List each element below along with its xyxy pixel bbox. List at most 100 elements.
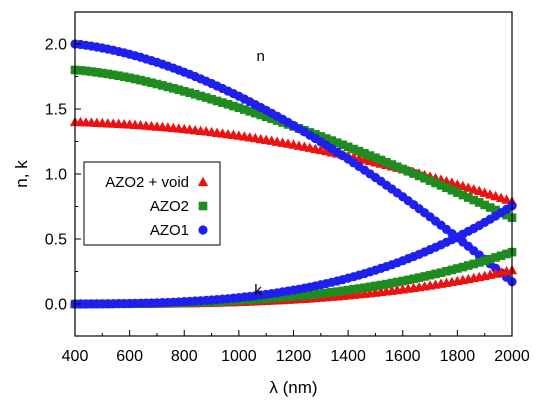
y-tick-label: 0.5 bbox=[45, 232, 67, 249]
data-point bbox=[218, 98, 227, 107]
data-point bbox=[371, 281, 380, 291]
data-point bbox=[327, 288, 337, 297]
data-point bbox=[267, 293, 276, 303]
data-point bbox=[436, 268, 446, 277]
data-point bbox=[458, 262, 468, 272]
data-point bbox=[485, 203, 495, 212]
data-point bbox=[485, 254, 495, 264]
data-point bbox=[76, 66, 85, 75]
data-point bbox=[398, 164, 408, 174]
data-point bbox=[332, 138, 342, 147]
annotations: nk bbox=[254, 48, 265, 299]
data-point bbox=[245, 107, 255, 116]
annotation-n: n bbox=[257, 48, 265, 65]
data-point bbox=[152, 79, 162, 89]
data-point bbox=[240, 105, 249, 114]
x-tick-label: 1600 bbox=[385, 348, 421, 365]
annotation-k: k bbox=[254, 282, 262, 299]
data-point bbox=[283, 292, 293, 302]
data-point bbox=[261, 112, 271, 122]
data-point bbox=[272, 293, 282, 303]
data-point bbox=[414, 171, 424, 181]
data-point bbox=[360, 149, 369, 158]
data-point bbox=[453, 188, 462, 197]
y-tick-label: 2.0 bbox=[45, 37, 67, 54]
data-point bbox=[365, 151, 375, 160]
data-point bbox=[234, 103, 244, 112]
legend-marker bbox=[198, 201, 208, 211]
data-point bbox=[125, 73, 134, 83]
data-point bbox=[169, 84, 178, 93]
data-point bbox=[354, 284, 364, 293]
data-point bbox=[311, 289, 320, 299]
data-point bbox=[321, 288, 331, 298]
data-point bbox=[409, 169, 418, 178]
data-point bbox=[453, 264, 462, 273]
data-point bbox=[469, 259, 479, 269]
data-point bbox=[480, 256, 489, 266]
data-point bbox=[349, 144, 358, 154]
data-point bbox=[398, 276, 408, 286]
data-point bbox=[278, 293, 287, 302]
legend-marker bbox=[197, 176, 209, 187]
x-tick-label: 600 bbox=[116, 348, 143, 365]
y-axis: 0.0 0.5 1.0 1.5 2.0 bbox=[45, 37, 81, 314]
data-point bbox=[305, 290, 315, 300]
data-point bbox=[130, 74, 140, 84]
data-point bbox=[87, 67, 96, 76]
data-point bbox=[354, 146, 364, 156]
data-point bbox=[185, 88, 195, 98]
data-point bbox=[360, 283, 369, 293]
x-tick-label: 1400 bbox=[330, 348, 366, 365]
data-point bbox=[158, 81, 167, 90]
series-azo1-n bbox=[70, 39, 517, 287]
data-point bbox=[491, 205, 500, 215]
data-point bbox=[431, 269, 440, 279]
legend-label: AZO2 + void bbox=[105, 174, 189, 191]
data-point bbox=[223, 100, 233, 109]
x-tick-label: 1000 bbox=[221, 348, 257, 365]
y-tick-label: 1.5 bbox=[45, 102, 67, 119]
data-point bbox=[349, 285, 358, 294]
data-point bbox=[425, 176, 435, 185]
data-point bbox=[108, 70, 118, 80]
data-point bbox=[403, 275, 413, 285]
data-point bbox=[136, 75, 145, 85]
data-point bbox=[464, 261, 473, 270]
data-point bbox=[103, 69, 113, 79]
data-point bbox=[469, 195, 479, 205]
data-point bbox=[190, 90, 200, 99]
data-point bbox=[403, 166, 413, 176]
data-point bbox=[207, 94, 216, 104]
data-point bbox=[316, 289, 326, 298]
data-point bbox=[267, 114, 276, 124]
data-point bbox=[387, 160, 397, 169]
data-point bbox=[256, 110, 266, 120]
data-point bbox=[114, 71, 123, 81]
data-point bbox=[474, 198, 484, 207]
data-point bbox=[174, 85, 184, 95]
data-point bbox=[464, 193, 473, 202]
data-point bbox=[343, 285, 353, 295]
y-tick-label: 0.0 bbox=[45, 297, 67, 314]
data-point bbox=[414, 273, 424, 282]
data-point bbox=[179, 87, 189, 96]
data-point bbox=[321, 134, 331, 143]
data-point bbox=[431, 178, 440, 188]
data-point bbox=[502, 210, 511, 220]
data-point bbox=[201, 93, 211, 102]
data-point bbox=[332, 287, 342, 296]
data-point bbox=[442, 266, 451, 276]
data-point bbox=[196, 91, 205, 101]
data-point bbox=[480, 200, 489, 210]
data-point bbox=[365, 282, 375, 292]
data-point bbox=[382, 157, 391, 167]
data-point bbox=[392, 277, 402, 287]
x-tick-label: 400 bbox=[62, 348, 89, 365]
data-point bbox=[474, 258, 484, 267]
data-point bbox=[376, 155, 386, 165]
x-tick-label: 1800 bbox=[440, 348, 476, 365]
data-point bbox=[81, 66, 91, 76]
x-axis: 400 600 800 1000 1200 1400 1600 1800 2000 bbox=[62, 330, 530, 365]
data-point bbox=[502, 249, 511, 259]
